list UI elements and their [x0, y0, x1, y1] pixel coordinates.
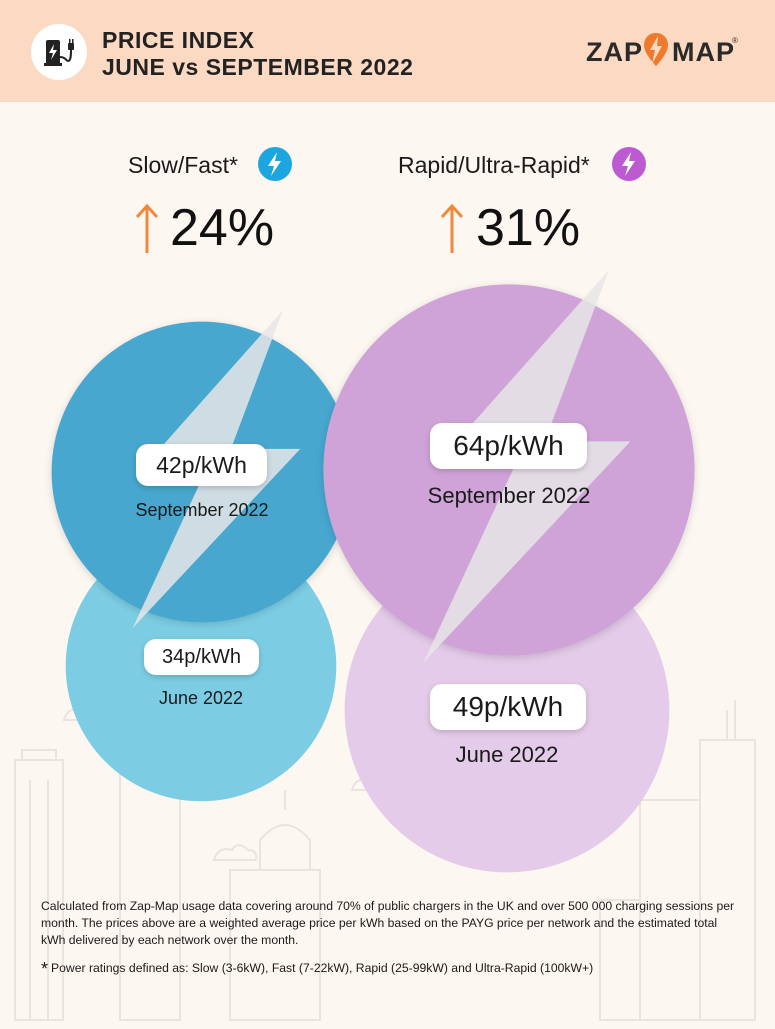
header-banner: PRICE INDEX JUNE vs SEPTEMBER 2022 ZAP M…	[0, 0, 775, 102]
lightning-pin-icon	[644, 33, 668, 66]
up-arrow-icon	[135, 203, 159, 253]
change-pct-slow: 24%	[170, 199, 275, 257]
price-pill-rapid-jun: 49p/kWh	[430, 684, 586, 730]
city-skyline-illustration	[14, 674, 756, 1021]
header-title-line1: PRICE INDEX	[102, 27, 255, 53]
price-pill-rapid-sep: 64p/kWh	[430, 423, 587, 469]
period-label-slow-jun: June 2022	[158, 688, 244, 708]
category-label-slow-fast: Slow/Fast*	[128, 152, 238, 178]
methodology-footnote: Calculated from Zap-Map usage data cover…	[41, 899, 735, 947]
lightning-icon-rapid	[612, 147, 646, 181]
up-arrow-icon	[440, 203, 464, 253]
period-label-rapid-jun: June 2022	[455, 742, 559, 767]
bubble-rapid-sep	[323, 284, 695, 656]
price-pill-slow-jun: 34p/kWh	[144, 639, 259, 675]
period-label-rapid-sep: September 2022	[427, 483, 591, 508]
header-title-line2: JUNE vs SEPTEMBER 2022	[102, 54, 414, 80]
logo-text-map: MAP	[672, 37, 735, 67]
lightning-icon-slow	[258, 147, 292, 181]
change-pct-rapid: 31%	[476, 199, 581, 257]
header-icon-badge	[31, 24, 87, 80]
zap-map-logo: ZAP MAP ®	[586, 32, 746, 72]
period-label-slow-sep: September 2022	[135, 500, 269, 520]
ev-charger-icon	[44, 39, 74, 66]
category-label-rapid: Rapid/Ultra-Rapid*	[398, 152, 590, 178]
power-ratings-text: Power ratings defined as: Slow (3-6kW), …	[51, 961, 594, 975]
logo-registered-mark: ®	[732, 36, 739, 45]
price-pill-slow-sep: 42p/kWh	[136, 444, 267, 486]
footnote-asterisk: *	[41, 959, 49, 979]
power-ratings-footnote: * Power ratings defined as: Slow (3-6kW),…	[41, 960, 741, 978]
logo-text-zap: ZAP	[586, 37, 643, 67]
